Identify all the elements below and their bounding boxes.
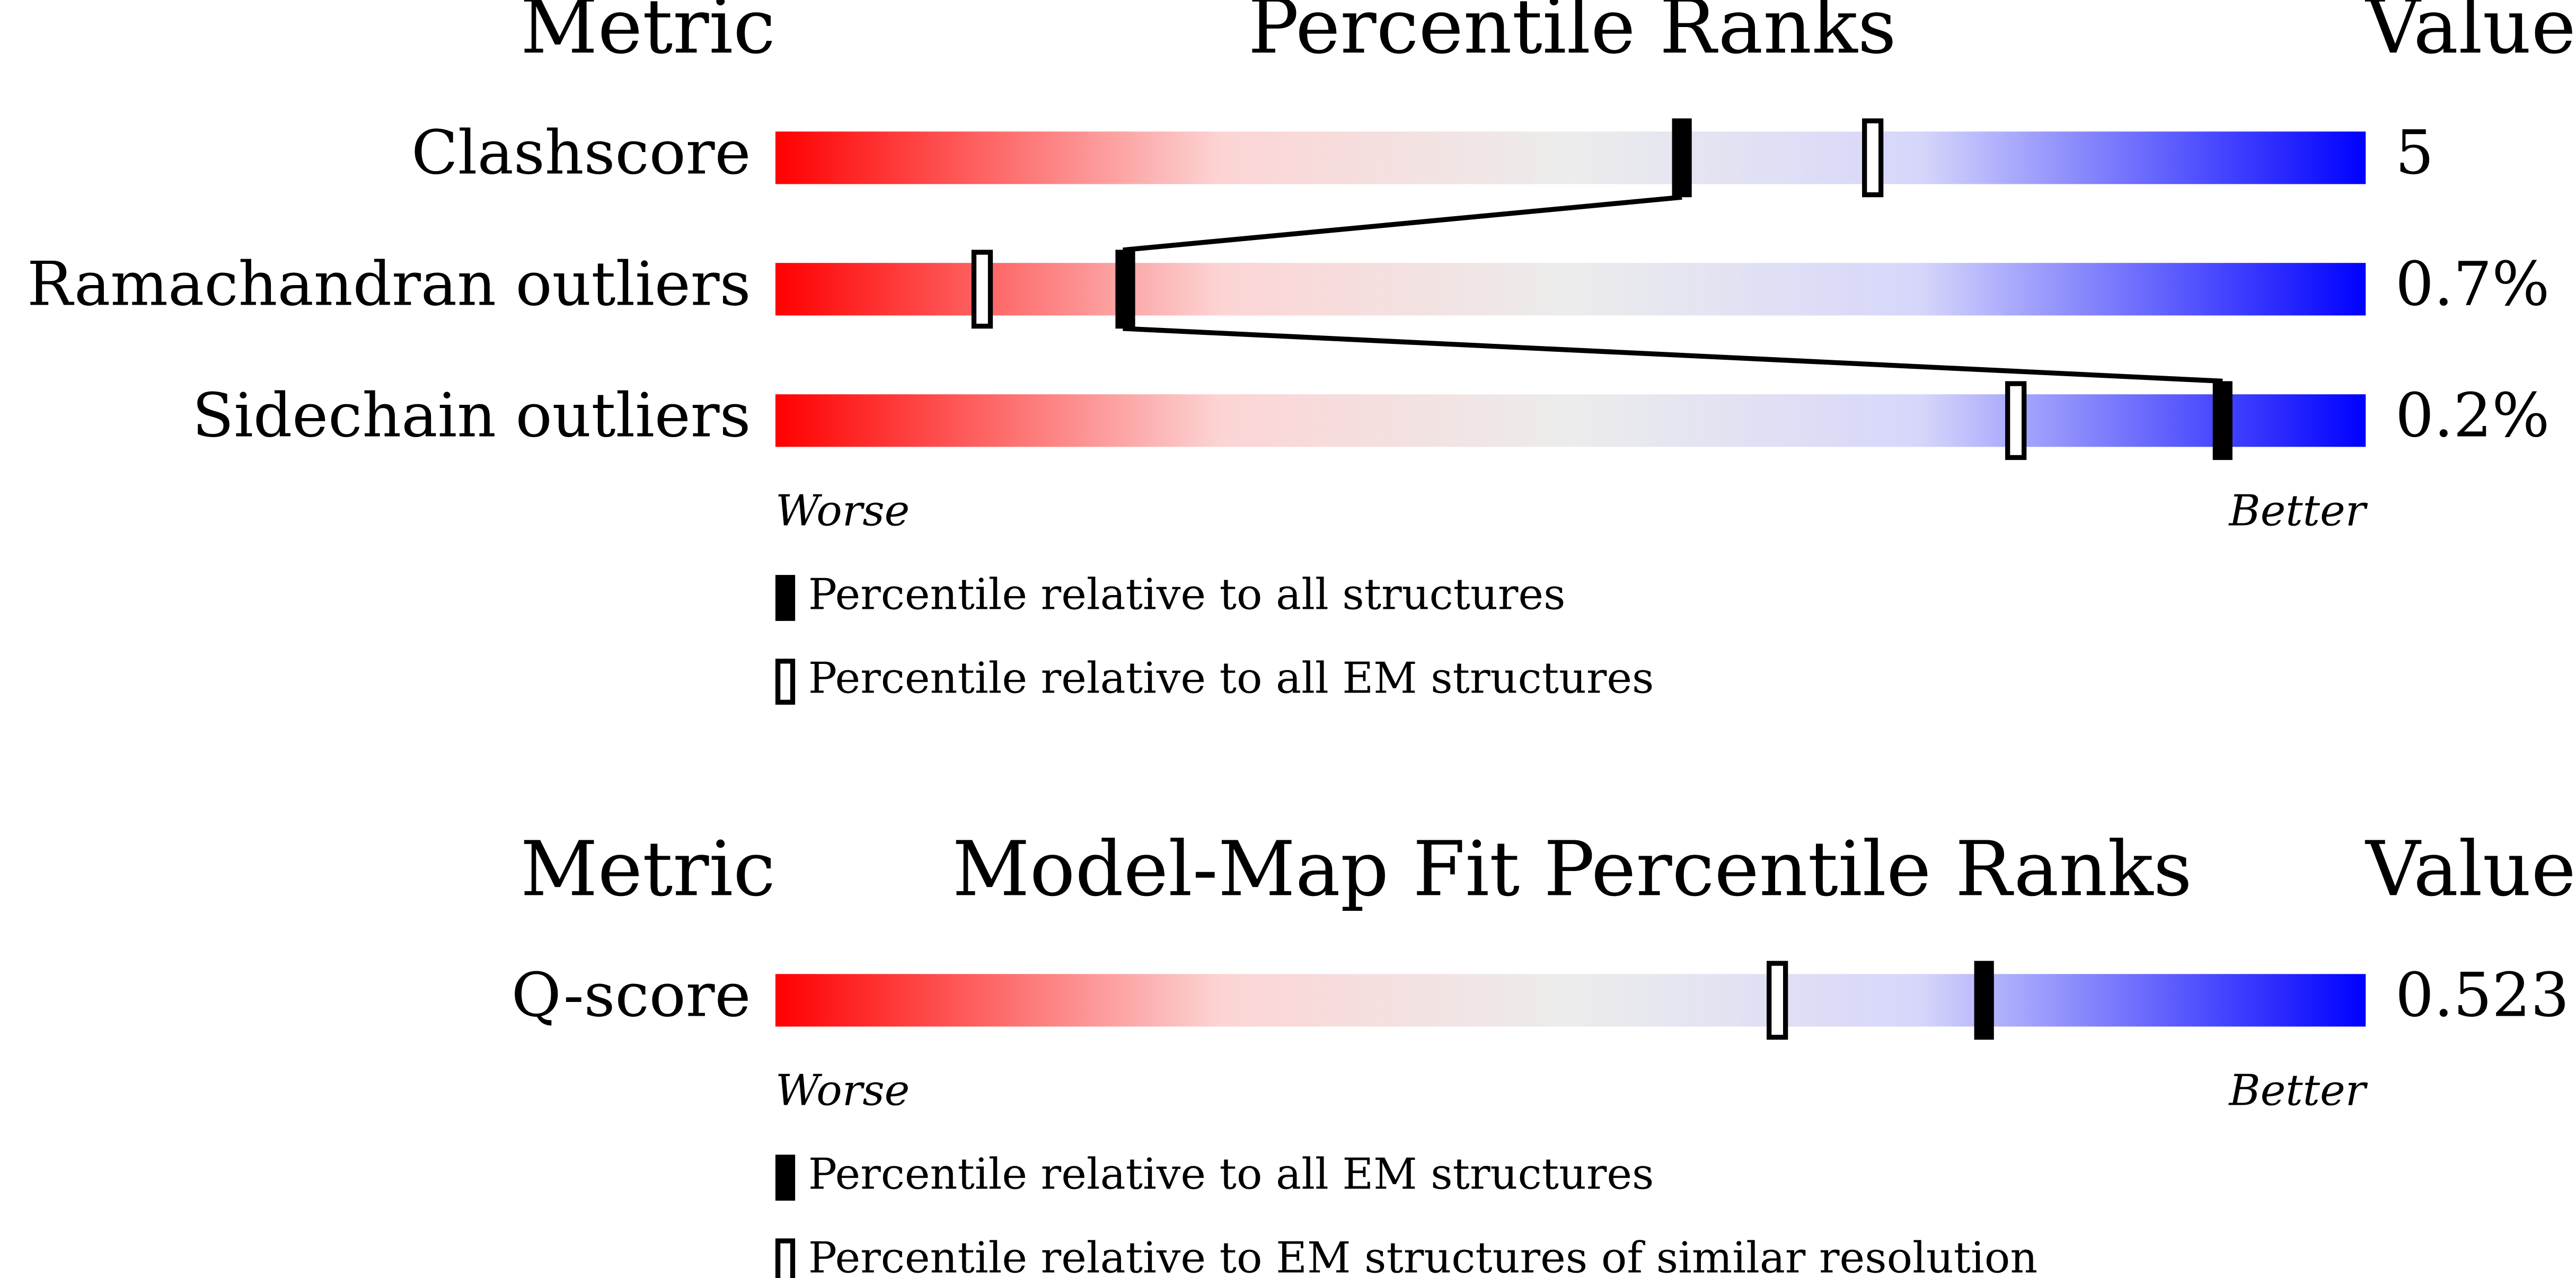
- percentile-marker-filled: [1115, 250, 1135, 329]
- value-header: Value: [2365, 825, 2576, 913]
- legend-marker-filled: [775, 1155, 796, 1201]
- metric-label: Ramachandran outliers: [27, 249, 751, 320]
- worse-label: Worse: [775, 486, 910, 536]
- percentile-marker-filled: [1672, 118, 1692, 198]
- better-label: Better: [2228, 1066, 2368, 1116]
- legend-marker-open: [775, 659, 796, 705]
- metric-value: 0.7%: [2395, 249, 2549, 320]
- legend-label: Percentile relative to EM structures of …: [808, 1233, 2037, 1278]
- legend-label: Percentile relative to all structures: [808, 570, 1566, 620]
- percentile-bar: [775, 974, 2366, 1027]
- legend-marker-open: [775, 1238, 796, 1278]
- metric-header: Metric: [521, 0, 775, 70]
- worse-label: Worse: [775, 1066, 910, 1116]
- legend-marker-filled: [775, 575, 796, 621]
- legend-label: Percentile relative to all EM structures: [808, 1150, 1654, 1200]
- percentile-marker-filled: [2212, 381, 2233, 460]
- legend-label: Percentile relative to all EM structures: [808, 654, 1654, 704]
- value-header: Value: [2365, 0, 2576, 70]
- metric-label: Q-score: [511, 960, 751, 1031]
- percentile-bar: [775, 394, 2366, 447]
- metric-value: 0.523: [2395, 960, 2569, 1031]
- metric-label: Clashscore: [411, 118, 751, 188]
- better-label: Better: [2228, 486, 2368, 536]
- chart-title: Model-Map Fit Percentile Ranks: [952, 825, 2192, 913]
- metric-header: Metric: [521, 825, 775, 913]
- percentile-marker-open: [971, 250, 993, 329]
- percentile-bar: [775, 263, 2366, 316]
- percentile-marker-open: [2005, 381, 2027, 460]
- metric-value: 0.2%: [2395, 380, 2549, 451]
- percentile-bar: [775, 131, 2366, 184]
- percentile-marker-open: [1767, 961, 1788, 1040]
- metric-label: Sidechain outliers: [192, 380, 751, 451]
- chart-title: Percentile Ranks: [1248, 0, 1896, 70]
- metric-value: 5: [2395, 118, 2434, 188]
- percentile-marker-filled: [1974, 961, 1994, 1040]
- percentile-marker-open: [1862, 118, 1884, 198]
